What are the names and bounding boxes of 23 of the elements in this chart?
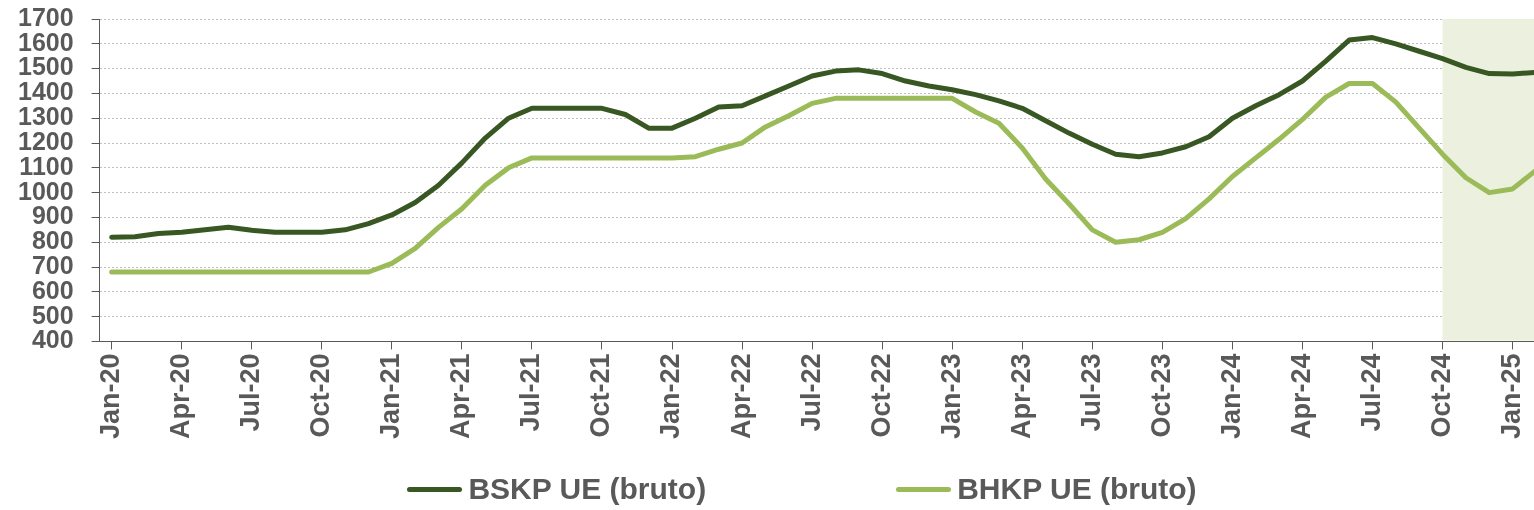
x-tick-label: Oct-21 xyxy=(585,353,616,438)
x-tick-label: Oct-24 xyxy=(1426,353,1457,438)
x-tick-label: Oct-23 xyxy=(1145,353,1176,438)
x-tick-label: Jan-23 xyxy=(935,353,966,440)
legend-label: BSKP UE (bruto) xyxy=(468,472,707,506)
x-tick-label: Jan-22 xyxy=(655,353,686,440)
x-tick-label: Apr-21 xyxy=(445,353,476,439)
x-tick-label: Jan-20 xyxy=(95,353,126,440)
x-tick-label: Jul-20 xyxy=(235,353,266,432)
x-tick-label: Jul-22 xyxy=(795,353,826,432)
x-tick-label: Jan-25 xyxy=(1496,353,1527,440)
x-tick-label: Jul-21 xyxy=(515,353,546,432)
x-tick-label: Apr-23 xyxy=(1005,353,1036,439)
x-tick-label: Jul-24 xyxy=(1355,353,1386,432)
legend-label: BHKP UE (bruto) xyxy=(957,472,1197,506)
x-tick-label: Jan-24 xyxy=(1215,353,1246,440)
x-tick-label: Oct-20 xyxy=(305,353,336,438)
x-tick-label: Apr-20 xyxy=(165,353,196,439)
x-tick-label: Jul-23 xyxy=(1075,353,1106,432)
x-tick-label: Jan-21 xyxy=(375,353,406,440)
x-tick-label: Apr-22 xyxy=(725,353,756,439)
x-tick-label: Oct-22 xyxy=(865,353,896,438)
x-tick-label: Apr-24 xyxy=(1285,353,1316,439)
